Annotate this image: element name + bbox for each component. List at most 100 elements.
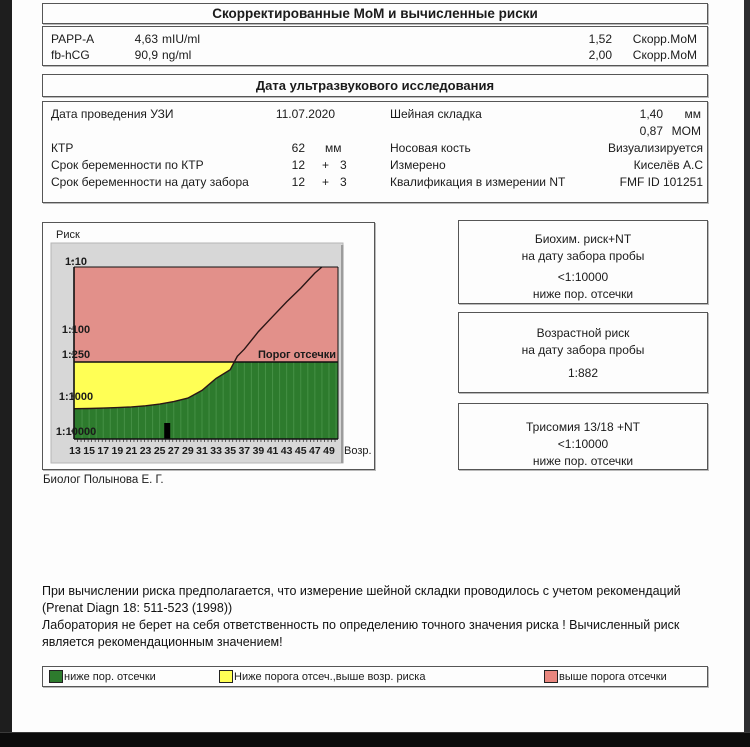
svg-text:41: 41 (267, 445, 279, 457)
row-value-weeks-extra: 3 (340, 175, 347, 189)
row-label: Срок беременности по КТР (51, 158, 204, 172)
svg-text:15: 15 (83, 445, 95, 457)
mom-table: PAPP-A 4,63 mIU/ml 1,52 Скорр.МоМ fb-hCG… (42, 26, 708, 66)
ultrasound-section-header: Дата ультразвукового исследования (42, 74, 708, 97)
risk-status: ниже пор. отсечки (532, 287, 634, 301)
green-swatch-icon (49, 670, 63, 683)
svg-text:19: 19 (111, 445, 123, 457)
legend-label: ниже пор. отсечки (64, 670, 156, 683)
row-value-right: Визуализируется (607, 141, 703, 155)
ultrasound-table: Дата проведения УЗИ 11.07.2020 Шейная ск… (42, 101, 708, 203)
legend-label: выше порога отсечки (559, 670, 667, 683)
svg-text:25: 25 (154, 445, 166, 457)
row-value: 11.07.2020 (275, 107, 335, 121)
legend-item-green: ниже пор. отсечки (49, 670, 156, 684)
legend-item-yellow: Ниже порога отсеч.,выше возр. риска (219, 670, 425, 684)
note-line: Лаборатория не берет на себя ответственн… (42, 618, 680, 632)
row-unit-right: МОМ (671, 124, 701, 138)
svg-text:1:10: 1:10 (65, 256, 87, 268)
svg-text:49: 49 (323, 445, 335, 457)
risk-box-title: Трисомия 13/18 +NT (526, 420, 640, 434)
red-swatch-icon (544, 670, 558, 683)
row-value: 62 (291, 141, 305, 155)
row-value-weeks-extra: 3 (340, 158, 347, 172)
row-value-right: FMF ID 101251 (619, 175, 703, 189)
svg-text:13: 13 (69, 445, 81, 457)
table-row: PAPP-A 4,63 mIU/ml 1,52 Скорр.МоМ (43, 32, 707, 47)
corrected-mom-value: 1,52 (588, 32, 612, 46)
legend-label: Ниже порога отсеч.,выше возр. риска (234, 670, 426, 683)
svg-text:35: 35 (224, 445, 236, 457)
row-value: 12 (291, 158, 305, 172)
svg-text:27: 27 (168, 445, 180, 457)
risk-value: <1:10000 (557, 437, 609, 451)
svg-text:39: 39 (253, 445, 265, 457)
row-value-right: Киселёв А.С (633, 158, 703, 172)
svg-text:33: 33 (210, 445, 222, 457)
svg-text:1:250: 1:250 (62, 349, 90, 361)
row-label: КТР (51, 141, 74, 155)
row-label-right: Носовая кость (390, 141, 471, 155)
row-value: 12 (291, 175, 305, 189)
corrected-mom-value: 2,00 (588, 48, 612, 62)
table-row: Срок беременности на дату забора 12 + 3 … (43, 175, 707, 190)
note-line: При вычислении риска предполагается, что… (42, 584, 681, 598)
svg-text:Риск: Риск (56, 229, 80, 241)
note-line: является рекомендационным значением! (42, 635, 283, 649)
risk-box-biochemical: Биохим. риск+NT на дату забора пробы <1:… (458, 220, 708, 304)
row-unit-right: мм (684, 107, 702, 121)
svg-text:Возр.: Возр. (344, 445, 372, 457)
report-title: Скорректированные МоМ и вычисленные риск… (212, 6, 538, 21)
row-label-right: Шейная складка (390, 107, 482, 121)
risk-box-title: Возрастной риск (536, 326, 630, 340)
analyte-unit: ng/ml (162, 48, 192, 62)
row-label: Дата проведения УЗИ (51, 107, 174, 121)
row-label: Срок беременности на дату забора (51, 175, 249, 189)
svg-text:Порог отсечки: Порог отсечки (258, 349, 336, 361)
table-row: Срок беременности по КТР 12 + 3 Измерено… (43, 158, 707, 173)
corrected-mom-label: Скорр.МоМ (632, 32, 697, 46)
screen-edge-bottom (0, 732, 750, 747)
svg-text:37: 37 (238, 445, 250, 457)
corrected-mom-label: Скорр.МоМ (632, 48, 697, 62)
svg-text:31: 31 (196, 445, 208, 457)
risk-value: 1:882 (567, 366, 599, 380)
table-row: Дата проведения УЗИ 11.07.2020 Шейная ск… (43, 107, 707, 122)
signature-biologist: Биолог Полынова Е. Г. (43, 474, 164, 486)
chart-legend: ниже пор. отсечки Ниже порога отсеч.,выш… (42, 666, 708, 687)
report-title-bar: Скорректированные МоМ и вычисленные риск… (42, 3, 708, 24)
ultrasound-header-text: Дата ультразвукового исследования (255, 78, 495, 93)
row-plus-sign: + (322, 158, 330, 172)
table-row: КТР 62 мм Носовая кость Визуализируется (43, 141, 707, 156)
legend-item-red: выше порога отсечки (544, 670, 667, 684)
svg-text:1:10000: 1:10000 (56, 426, 96, 438)
analyte-unit: mIU/ml (162, 32, 200, 46)
notes-paragraph: При вычислении риска предполагается, что… (42, 583, 714, 651)
row-value-right: 1,40 (639, 107, 663, 121)
svg-text:29: 29 (182, 445, 194, 457)
risk-box-title: Биохим. риск+NT (534, 232, 632, 246)
table-row: 0,87 МОМ (43, 124, 707, 139)
table-row: fb-hCG 90,9 ng/ml 2,00 Скорр.МоМ (43, 48, 707, 63)
svg-text:45: 45 (295, 445, 307, 457)
svg-text:17: 17 (97, 445, 109, 457)
risk-box-age: Возрастной риск на дату забора пробы 1:8… (458, 312, 708, 393)
svg-text:47: 47 (309, 445, 321, 457)
svg-text:1:100: 1:100 (62, 324, 90, 336)
row-label-right: Измерено (390, 158, 446, 172)
analyte-value: 90,9 (134, 48, 158, 62)
row-plus-sign: + (322, 175, 330, 189)
screen-edge-left (0, 0, 12, 732)
analyte-name: fb-hCG (51, 48, 90, 62)
risk-box-subtitle: на дату забора пробы (521, 343, 645, 357)
svg-text:21: 21 (126, 445, 138, 457)
risk-chart: 1:10 1:100 1:250 1:1000 1:10000 13 15 17 19 21 23 2… (42, 222, 375, 470)
yellow-swatch-icon (219, 670, 233, 683)
screen-edge-right (744, 0, 750, 732)
svg-text:1:1000: 1:1000 (59, 391, 93, 403)
note-line: (Prenat Diagn 18: 511-523 (1998)) (42, 601, 233, 615)
row-unit: мм (325, 141, 342, 155)
analyte-value: 4,63 (134, 32, 158, 46)
risk-box-trisomy-13-18: Трисомия 13/18 +NT <1:10000 ниже пор. от… (458, 403, 708, 470)
